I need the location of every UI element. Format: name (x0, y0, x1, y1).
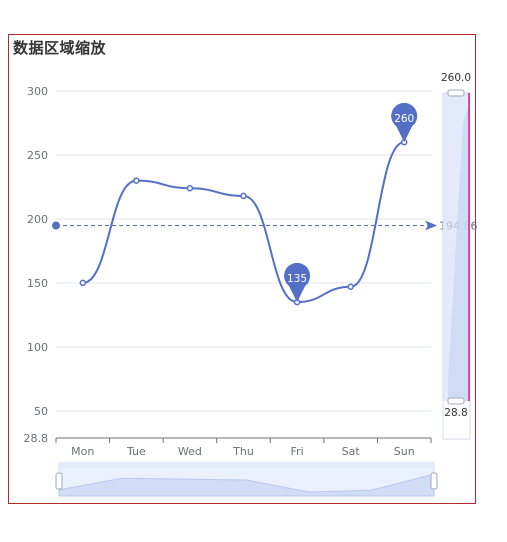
x-tick-label: Fri (291, 445, 304, 458)
x-zoom-bar (59, 462, 434, 468)
data-point[interactable] (186, 184, 194, 192)
y-zoom-start-label: 260.0 (441, 72, 471, 84)
x-tick-label: Tue (126, 445, 146, 458)
data-point[interactable] (79, 279, 87, 287)
mark-point-label: 135 (287, 273, 307, 285)
y-tick-label: 100 (27, 341, 48, 354)
y-tick-label: 150 (27, 277, 48, 290)
y-zoom-end-label: 28.8 (444, 407, 467, 419)
x-tick-label: Wed (178, 445, 202, 458)
data-point[interactable] (347, 283, 354, 291)
y-tick-label: 250 (27, 149, 48, 162)
y-tick-label: 300 (27, 85, 48, 98)
mark-point-pin (391, 102, 418, 143)
data-point[interactable] (240, 192, 247, 200)
y-min-label: 28.8 (24, 432, 49, 445)
chart-panel: 数据区域缩放 300 250 200 150 100 50 28.8 Mon Tue Wed Thu… (8, 34, 477, 504)
mark-point-label: 260 (394, 113, 414, 125)
y-zoom-handle-top[interactable] (447, 89, 465, 97)
y-zoom-shadow (448, 107, 468, 401)
y-zoom-handle-bottom[interactable] (447, 397, 465, 405)
data-point[interactable] (133, 177, 140, 184)
x-zoom-handle-left[interactable] (55, 472, 63, 490)
series-line (82, 141, 405, 304)
line-chart: 300 250 200 150 100 50 28.8 Mon Tue Wed Thu Fri Sat S… (24, 72, 477, 497)
average-line-arrow (425, 220, 437, 231)
mark-point-pin (284, 262, 311, 303)
y-tick-label: 200 (27, 213, 48, 226)
x-zoom-handle-right[interactable] (430, 472, 438, 490)
x-zoom-shadow (58, 473, 435, 497)
x-tick-label: Mon (71, 445, 94, 458)
x-tick-label: Sat (342, 445, 361, 458)
x-tick-label: Sun (394, 445, 415, 458)
x-tick-label: Thu (232, 445, 254, 458)
y-tick-label: 50 (34, 405, 48, 418)
chart-title: 数据区域缩放 (13, 39, 107, 57)
